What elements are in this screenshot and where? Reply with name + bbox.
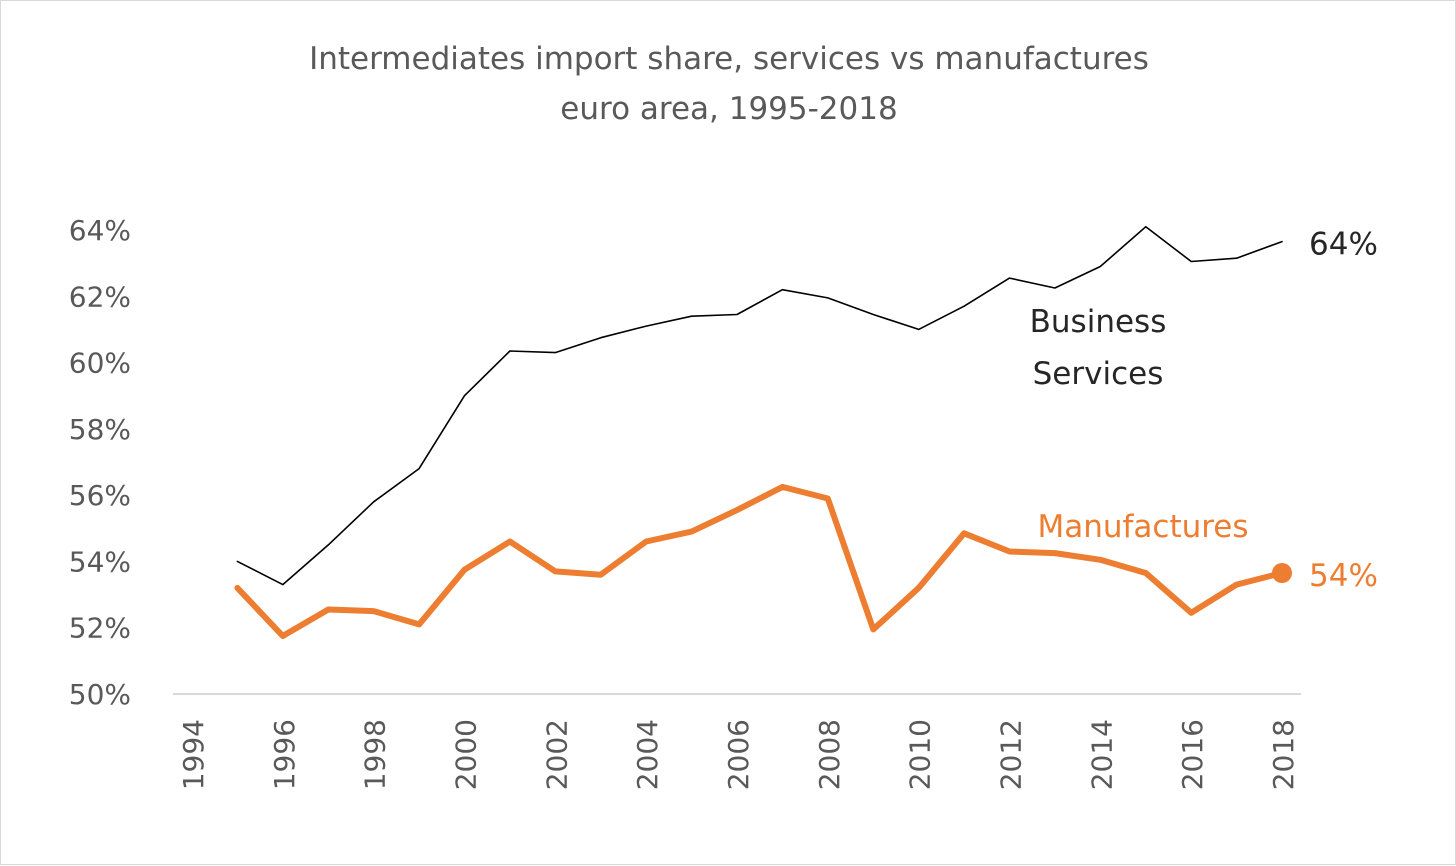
- x-tick-label: 2010: [904, 719, 937, 790]
- series-name-business-services: Business: [1030, 304, 1167, 340]
- x-tick-label: 2006: [722, 719, 755, 790]
- x-tick-label: 1994: [177, 719, 210, 790]
- series-lines: [234, 225, 1292, 639]
- x-tick-label: 1996: [268, 719, 301, 790]
- x-tick-label: 2012: [995, 719, 1028, 790]
- chart-title: Intermediates import share, services vs …: [309, 41, 1149, 77]
- end-label-manufactures: 54%: [1309, 558, 1378, 594]
- y-tick-label: 56%: [69, 479, 131, 512]
- x-tick-label: 2018: [1267, 719, 1300, 790]
- series-line-business-services: [236, 225, 1283, 586]
- y-tick-label: 50%: [69, 678, 131, 711]
- end-label-business-services: 64%: [1309, 227, 1378, 263]
- series-line-manufactures: [234, 483, 1285, 639]
- x-tick-label: 1998: [359, 719, 392, 790]
- series-name-manufactures: Manufactures: [1037, 509, 1248, 545]
- chart-subtitle: euro area, 1995-2018: [560, 91, 897, 127]
- y-tick-label: 62%: [69, 280, 131, 313]
- y-axis: 50% 52% 54% 56% 58% 60% 62% 64%: [69, 214, 131, 711]
- x-tick-label: 2000: [450, 719, 483, 790]
- x-tick-label: 2002: [540, 719, 573, 790]
- x-tick-label: 2008: [813, 719, 846, 790]
- x-tick-label: 2004: [631, 719, 664, 790]
- series-labels: 64% Business Services 54% Manufactures: [1030, 227, 1378, 594]
- y-tick-label: 54%: [69, 545, 131, 578]
- series-name-business-services: Services: [1033, 356, 1164, 392]
- x-tick-label: 2014: [1085, 719, 1118, 790]
- x-axis: 1994 1996 1998 2000 2002 2004 2006 2008 2010 2012…: [177, 719, 1300, 790]
- y-tick-label: 64%: [69, 214, 131, 247]
- y-tick-label: 58%: [69, 413, 131, 446]
- y-tick-label: 60%: [69, 347, 131, 380]
- y-tick-label: 52%: [69, 612, 131, 645]
- data-point: [1272, 563, 1292, 583]
- x-tick-label: 2016: [1176, 719, 1209, 790]
